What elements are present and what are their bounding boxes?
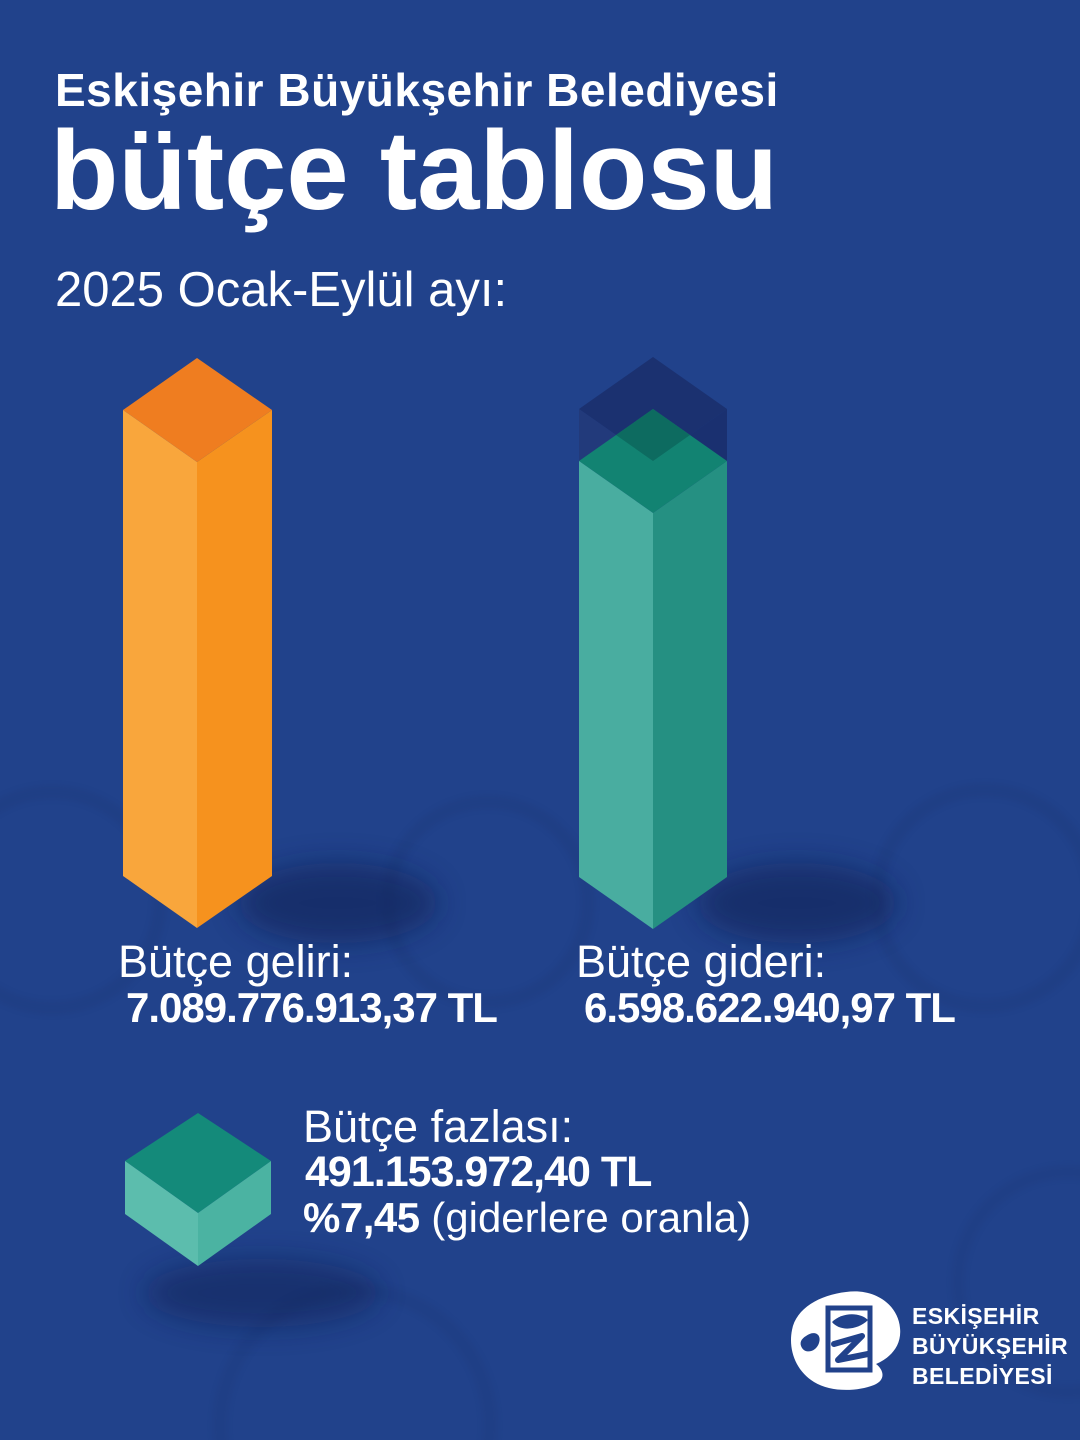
income-bar-shadow <box>238 863 438 943</box>
surplus-percent-note: (giderlere oranla) <box>419 1194 752 1241</box>
period-subtitle: 2025 Ocak-Eylül ayı: <box>55 263 508 317</box>
municipality-logo-icon <box>790 1291 901 1390</box>
legend-cube-shadow <box>144 1259 380 1327</box>
bar-shadows <box>144 863 897 1327</box>
org-name-line1: ESKİŞEHİR <box>912 1303 1040 1329</box>
surplus-legend-cube <box>125 1113 271 1266</box>
expense-bar-value: 6.598.622.940,97 TL <box>584 984 956 1031</box>
logo-zigzag <box>831 1333 871 1363</box>
org-title: Eskişehir Büyükşehir Belediyesi <box>55 64 779 116</box>
expense-bar-top-overlap <box>616 409 690 461</box>
org-name-block: ESKİŞEHİR BÜYÜKŞEHİR BELEDİYESİ <box>912 1301 1068 1391</box>
expense-bar-right-face <box>653 461 727 929</box>
income-bar <box>123 358 272 928</box>
expense-bar-left-face <box>579 461 653 929</box>
income-bar-label: Bütçe geliri: <box>118 936 354 987</box>
income-bar-right-face <box>197 410 272 928</box>
surplus-value: 491.153.972,40 TL <box>305 1148 652 1196</box>
org-name-line2: BÜYÜKŞEHİR <box>912 1333 1069 1359</box>
logo-frame <box>825 1305 873 1373</box>
surplus-percent-line: %7,45 (giderlere oranla) <box>303 1194 752 1241</box>
org-name-line3: BELEDİYESİ <box>912 1363 1053 1389</box>
decor-ring <box>951 1165 1080 1399</box>
logo-teardrop-cutout <box>800 1333 820 1352</box>
expense-bar-shadow <box>697 863 897 943</box>
surplus-percent: %7,45 <box>303 1194 420 1241</box>
legend-cube-top-face <box>125 1113 271 1213</box>
legend-cube-right-face <box>198 1161 271 1266</box>
expense-bar <box>579 409 727 929</box>
income-bar-top-face <box>123 358 272 462</box>
legend-cube-left-face <box>125 1161 198 1266</box>
income-bar-left-face <box>123 410 197 928</box>
page-title: bütçe tablosu <box>50 108 779 233</box>
logo-leaf-cutout <box>832 1314 868 1329</box>
surplus-label: Bütçe fazlası: <box>303 1101 574 1152</box>
income-bar-value: 7.089.776.913,37 TL <box>126 984 498 1031</box>
decor-ring <box>870 783 1080 1013</box>
expense-bar-label: Bütçe gideri: <box>576 936 827 987</box>
